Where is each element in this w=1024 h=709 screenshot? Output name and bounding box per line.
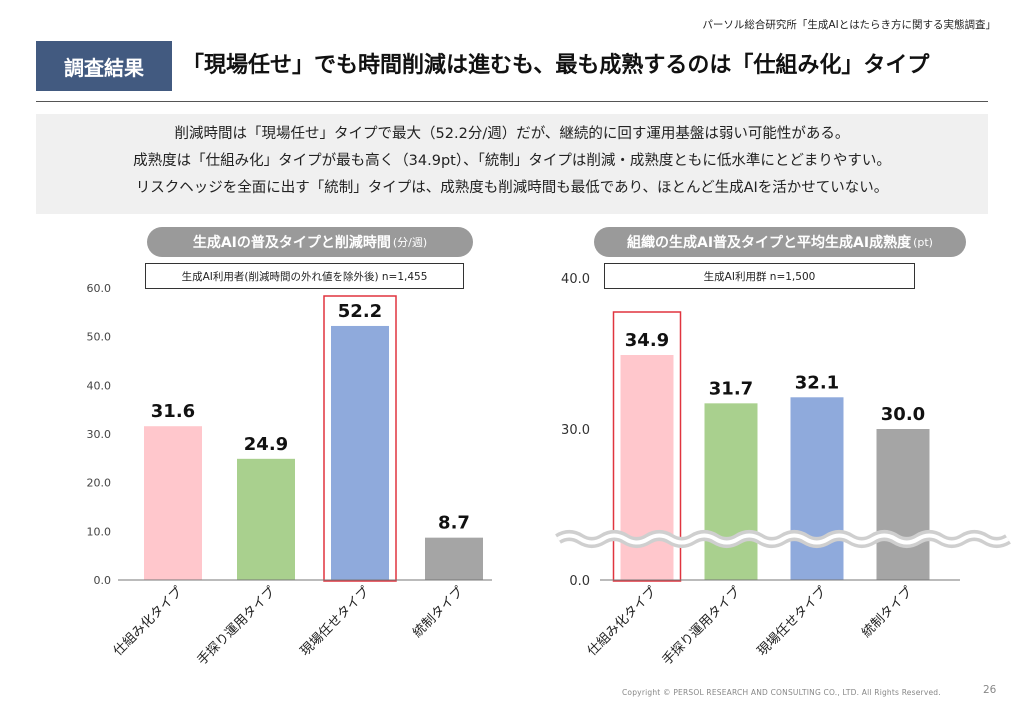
left-bar — [144, 426, 202, 580]
left-y-tick-label: 40.0 — [87, 379, 112, 392]
summary-line: 削減時間は「現場任せ」タイプで最大（52.2分/週）だが、継続的に回す運用基盤は… — [174, 126, 850, 142]
page-number: 26 — [983, 684, 997, 696]
summary-line: リスクヘッジを全面に出す「統制」タイプは、成熟度も削減時間も最低であり、ほとんど… — [135, 180, 889, 196]
left-x-tick-label: 手探り運用タイプ — [195, 584, 279, 668]
right-bar-value-label: 31.7 — [709, 378, 753, 399]
left-y-tick-label: 0.0 — [94, 574, 112, 587]
summary-box: 削減時間は「現場任せ」タイプで最大（52.2分/週）だが、継続的に回す運用基盤は… — [36, 114, 988, 214]
left-highlight-frame — [323, 295, 397, 582]
right-bar-value-label: 32.1 — [795, 372, 839, 393]
right-y-tick-label: 40.0 — [561, 272, 590, 287]
left-bar-value-label: 8.7 — [438, 513, 470, 534]
right-x-tick-label: 現場任せタイプ — [755, 584, 830, 659]
right-bar — [704, 403, 758, 580]
survey-source: パーソル総合研究所「生成AIとはたらき方に関する実態調査」 — [702, 19, 996, 31]
right-x-tick-label: 仕組み化タイプ — [585, 584, 660, 659]
left-chart-title: 生成AIの普及タイプと削減時間 (分/週) — [147, 227, 473, 257]
right-y-tick-label: 30.0 — [561, 423, 590, 438]
left-bar — [237, 458, 295, 580]
right-chart-title-text: 組織の生成AI普及タイプと平均生成AI成熟度 — [627, 235, 912, 251]
left-bar — [331, 325, 389, 580]
left-chart-unit: (分/週) — [392, 236, 428, 249]
axis-break-wave-gap — [556, 533, 1010, 545]
left-bar-value-label: 24.9 — [244, 434, 288, 455]
left-bar — [425, 537, 483, 580]
right-bar — [790, 397, 844, 580]
right-chart-title: 組織の生成AI普及タイプと平均生成AI成熟度 (pt) — [594, 227, 966, 257]
left-chart-base: 生成AI利用者(削減時間の外れ値を除外後) n=1,455 — [145, 263, 464, 289]
left-y-tick-label: 10.0 — [87, 525, 112, 538]
page-title: 「現場任せ」でも時間削減は進むも、最も成熟するのは「仕組み化」タイプ — [182, 53, 930, 78]
right-chart-unit: (pt) — [913, 235, 933, 249]
left-y-tick-label: 50.0 — [87, 331, 112, 344]
summary-line: 成熟度は「仕組み化」タイプが最も高く（34.9pt）、「統制」タイプは削減・成熟… — [133, 153, 891, 169]
left-x-tick-label: 現場任せタイプ — [298, 584, 373, 659]
right-x-tick-label: 手探り運用タイプ — [660, 584, 744, 668]
right-highlight-frame — [612, 311, 682, 582]
right-chart-base: 生成AI利用群 n=1,500 — [604, 263, 915, 289]
copyright: Copyright © PERSOL RESEARCH AND CONSULTI… — [622, 688, 941, 697]
left-y-tick-label: 20.0 — [87, 477, 112, 490]
left-x-tick-label: 仕組み化タイプ — [111, 584, 186, 659]
right-bar — [876, 429, 930, 580]
left-y-tick-label: 30.0 — [87, 428, 112, 441]
left-bar-value-label: 31.6 — [151, 401, 195, 422]
left-y-tick-label: 60.0 — [87, 282, 112, 295]
left-bar-value-label: 52.2 — [338, 301, 382, 322]
left-chart-title-text: 生成AIの普及タイプと削減時間 — [192, 235, 391, 251]
right-bar-value-label: 34.9 — [625, 330, 669, 351]
left-x-tick-label: 統制タイプ — [410, 584, 467, 641]
section-badge: 調査結果 — [36, 41, 172, 91]
right-y-tick-label: 0.0 — [569, 574, 590, 589]
right-x-tick-label: 統制タイプ — [859, 584, 916, 641]
title-divider — [36, 101, 988, 102]
right-bar-value-label: 30.0 — [881, 404, 925, 425]
